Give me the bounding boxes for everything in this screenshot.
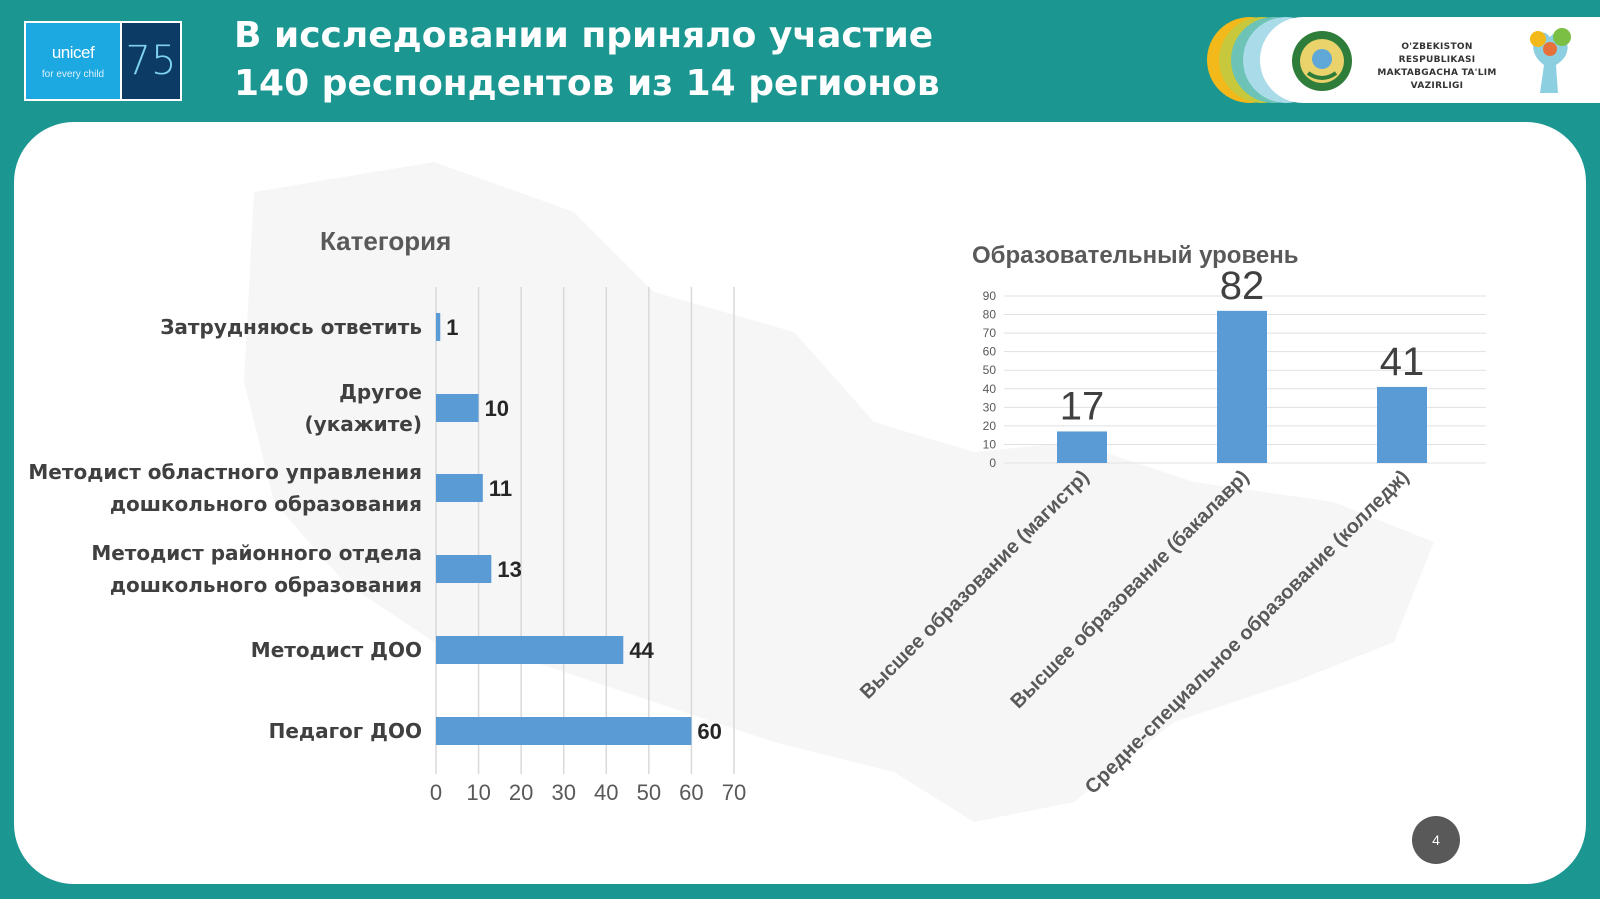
x-tick-label: 40 bbox=[594, 780, 618, 805]
unicef-brand: unicef bbox=[51, 42, 95, 62]
x-tick-label: 30 bbox=[551, 780, 575, 805]
slide-title: В исследовании приняло участие 140 респо… bbox=[234, 12, 940, 108]
category-bar bbox=[436, 313, 441, 341]
bar-value-label: 11 bbox=[489, 476, 512, 501]
category-bar bbox=[436, 636, 624, 664]
education-chart-title: Образовательный уровень bbox=[972, 242, 1299, 269]
page-number: 4 bbox=[1412, 816, 1460, 864]
unicef-tagline: for every child bbox=[41, 68, 105, 80]
anniversary-badge: 75 bbox=[122, 23, 180, 99]
title-line-1: В исследовании приняло участие bbox=[234, 15, 934, 56]
category-label: Методист областного управления дошкольног… bbox=[28, 460, 422, 516]
slide-header: unicef for every child 75 В исследовании… bbox=[0, 0, 1600, 122]
category-label: Затрудняюсь ответить bbox=[160, 315, 422, 339]
bar-value-label: 13 bbox=[497, 557, 521, 582]
ministry-name: O'ZBEKISTON RESPUBLIKASI MAKTABGACHA TA'… bbox=[1377, 42, 1497, 91]
category-label: Методист ДОО bbox=[250, 638, 422, 662]
category-chart-title: Категория bbox=[320, 226, 452, 256]
title-line-2: 140 респондентов из 14 регионов bbox=[234, 63, 940, 104]
category-label: Педагог ДОО bbox=[268, 719, 422, 743]
bar-value-label: 1 bbox=[446, 315, 458, 340]
bar-value-label: 44 bbox=[629, 638, 654, 663]
ministry-logo: O'ZBEKISTON RESPUBLIKASI MAKTABGACHA TA'… bbox=[1190, 17, 1600, 103]
category-bar bbox=[436, 474, 483, 502]
category-bar bbox=[436, 394, 479, 422]
category-label: Методист районного отдела дошкольного обр… bbox=[91, 541, 422, 597]
bar-value-label: 60 bbox=[697, 719, 721, 744]
bar-value-label: 10 bbox=[485, 396, 509, 421]
x-tick-label: 10 bbox=[466, 780, 490, 805]
x-tick-label: 70 bbox=[722, 780, 746, 805]
category-label: Другое (укажите) bbox=[304, 380, 422, 436]
state-emblem-icon bbox=[1292, 31, 1352, 91]
hand-logo-icon bbox=[1530, 28, 1571, 93]
x-tick-label: 20 bbox=[509, 780, 533, 805]
category-bar bbox=[436, 717, 692, 745]
x-tick-label: 60 bbox=[679, 780, 703, 805]
x-tick-label: 50 bbox=[637, 780, 661, 805]
x-tick-label: 0 bbox=[430, 780, 442, 805]
unicef-logo: unicef for every child 75 bbox=[24, 21, 182, 101]
category-bar-chart: 0 10 20 30 40 50 60 70 1 10 11 13 44 60 bbox=[430, 287, 746, 805]
category-bar bbox=[436, 555, 492, 583]
